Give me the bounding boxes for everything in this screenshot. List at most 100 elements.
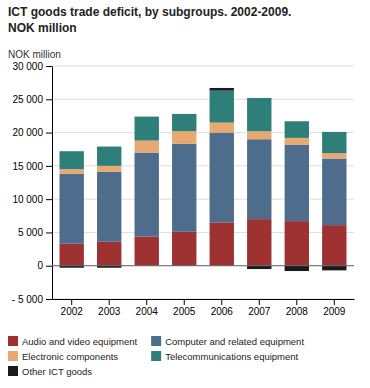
y-tick-mark xyxy=(46,299,52,300)
bar xyxy=(135,236,159,265)
bar xyxy=(322,159,346,226)
bar xyxy=(172,144,196,232)
bar-series xyxy=(60,91,347,170)
grid-line xyxy=(52,99,354,100)
y-tick-mark xyxy=(46,266,52,267)
x-tick: 2003 xyxy=(98,299,121,317)
legend-label: Audio and video equipment xyxy=(22,336,138,347)
bar-series xyxy=(60,133,347,244)
x-tick-label: 2005 xyxy=(173,306,196,317)
chart-title: ICT goods trade deficit, by subgroups. 2… xyxy=(8,5,291,19)
x-tick-label: 2009 xyxy=(323,306,346,317)
bar xyxy=(322,266,346,271)
y-tick: 5 000 xyxy=(18,227,52,238)
y-tick-label: 15 000 xyxy=(12,161,43,172)
grid xyxy=(52,66,354,299)
legend-label: Electronic components xyxy=(22,351,118,362)
bar xyxy=(210,133,234,223)
x-tick-mark xyxy=(109,299,110,305)
legend-swatch xyxy=(8,336,18,346)
chart-subtitle: NOK million xyxy=(8,21,77,35)
legend-label: Computer and related equipment xyxy=(165,336,304,347)
y-axis: - 5 000 0 5 000 10 000 15 000 20 000 25 000 30 … xyxy=(12,61,53,305)
plot-area: - 5 000 0 5 000 10 000 15 000 20 000 25 000 30 … xyxy=(12,61,355,317)
x-tick-label: 2003 xyxy=(98,306,121,317)
legend-item: Telecommunications equipment xyxy=(151,351,298,362)
y-tick-mark xyxy=(46,66,52,67)
x-tick-mark xyxy=(259,299,260,305)
bar xyxy=(210,123,234,133)
x-axis: 2002 2003 2004 2005 2006 2007 2008 2009 xyxy=(53,299,355,317)
y-tick: 20 000 xyxy=(12,127,52,138)
bar xyxy=(135,117,159,141)
bar xyxy=(60,151,84,169)
y-tick-label: 20 000 xyxy=(12,127,43,138)
legend-swatch xyxy=(8,351,18,361)
y-tick-mark xyxy=(46,199,52,200)
x-tick-label: 2004 xyxy=(136,306,159,317)
legend-item: Electronic components xyxy=(8,351,118,362)
y-axis-label: NOK million xyxy=(8,49,61,60)
legend-item: Computer and related equipment xyxy=(151,336,304,347)
bar xyxy=(322,225,346,266)
bar xyxy=(172,114,196,131)
x-tick: 2008 xyxy=(286,299,309,317)
bar xyxy=(285,266,309,271)
x-tick-label: 2007 xyxy=(248,306,271,317)
x-tick-mark xyxy=(334,299,335,305)
grid-line xyxy=(52,299,354,300)
grid-line xyxy=(52,66,354,67)
y-tick-label: 5 000 xyxy=(18,227,43,238)
bar xyxy=(97,166,121,172)
bar xyxy=(97,172,121,242)
y-tick: 25 000 xyxy=(12,94,52,105)
x-tick-mark xyxy=(296,299,297,305)
y-tick: 15 000 xyxy=(12,161,52,172)
bar xyxy=(60,174,84,244)
legend-item: Other ICT goods xyxy=(8,366,92,377)
x-tick: 2007 xyxy=(248,299,271,317)
x-tick: 2006 xyxy=(211,299,234,317)
legend-swatch xyxy=(151,351,161,361)
legend-swatch xyxy=(151,336,161,346)
zero-line xyxy=(52,265,354,266)
x-tick: 2004 xyxy=(136,299,159,317)
bar xyxy=(247,139,271,219)
legend-item: Audio and video equipment xyxy=(8,336,138,347)
x-tick-mark xyxy=(146,299,147,305)
y-tick: 10 000 xyxy=(12,194,52,205)
bar xyxy=(97,147,121,166)
legend: Audio and video equipment Computer and re… xyxy=(8,336,304,377)
bars xyxy=(60,88,347,271)
y-tick-mark xyxy=(46,232,52,233)
y-tick-mark xyxy=(46,133,52,134)
bar xyxy=(247,219,271,266)
x-tick: 2009 xyxy=(323,299,346,317)
y-tick: 0 xyxy=(37,260,52,271)
bar xyxy=(322,153,346,158)
legend-label: Other ICT goods xyxy=(22,366,92,377)
chart-svg: ICT goods trade deficit, by subgroups. 2… xyxy=(0,0,370,388)
y-tick-mark xyxy=(46,166,52,167)
y-tick-mark xyxy=(46,99,52,100)
grid-line xyxy=(52,265,354,266)
y-tick-label: - 5 000 xyxy=(12,294,44,305)
y-tick: 30 000 xyxy=(12,61,52,72)
bar xyxy=(60,169,84,174)
x-tick-label: 2006 xyxy=(211,306,234,317)
x-tick-mark xyxy=(221,299,222,305)
x-tick: 2002 xyxy=(61,299,84,317)
legend-swatch xyxy=(8,366,18,376)
bar xyxy=(210,91,234,123)
y-tick-label: 0 xyxy=(37,260,43,271)
bar xyxy=(97,242,121,266)
y-tick-label: 30 000 xyxy=(12,61,43,72)
x-tick: 2005 xyxy=(173,299,196,317)
y-tick: - 5 000 xyxy=(12,294,52,305)
bar xyxy=(285,138,309,145)
bar xyxy=(135,141,159,153)
bar xyxy=(210,88,234,91)
bar xyxy=(247,131,271,139)
bar-series xyxy=(60,88,347,271)
x-tick-label: 2008 xyxy=(286,306,309,317)
